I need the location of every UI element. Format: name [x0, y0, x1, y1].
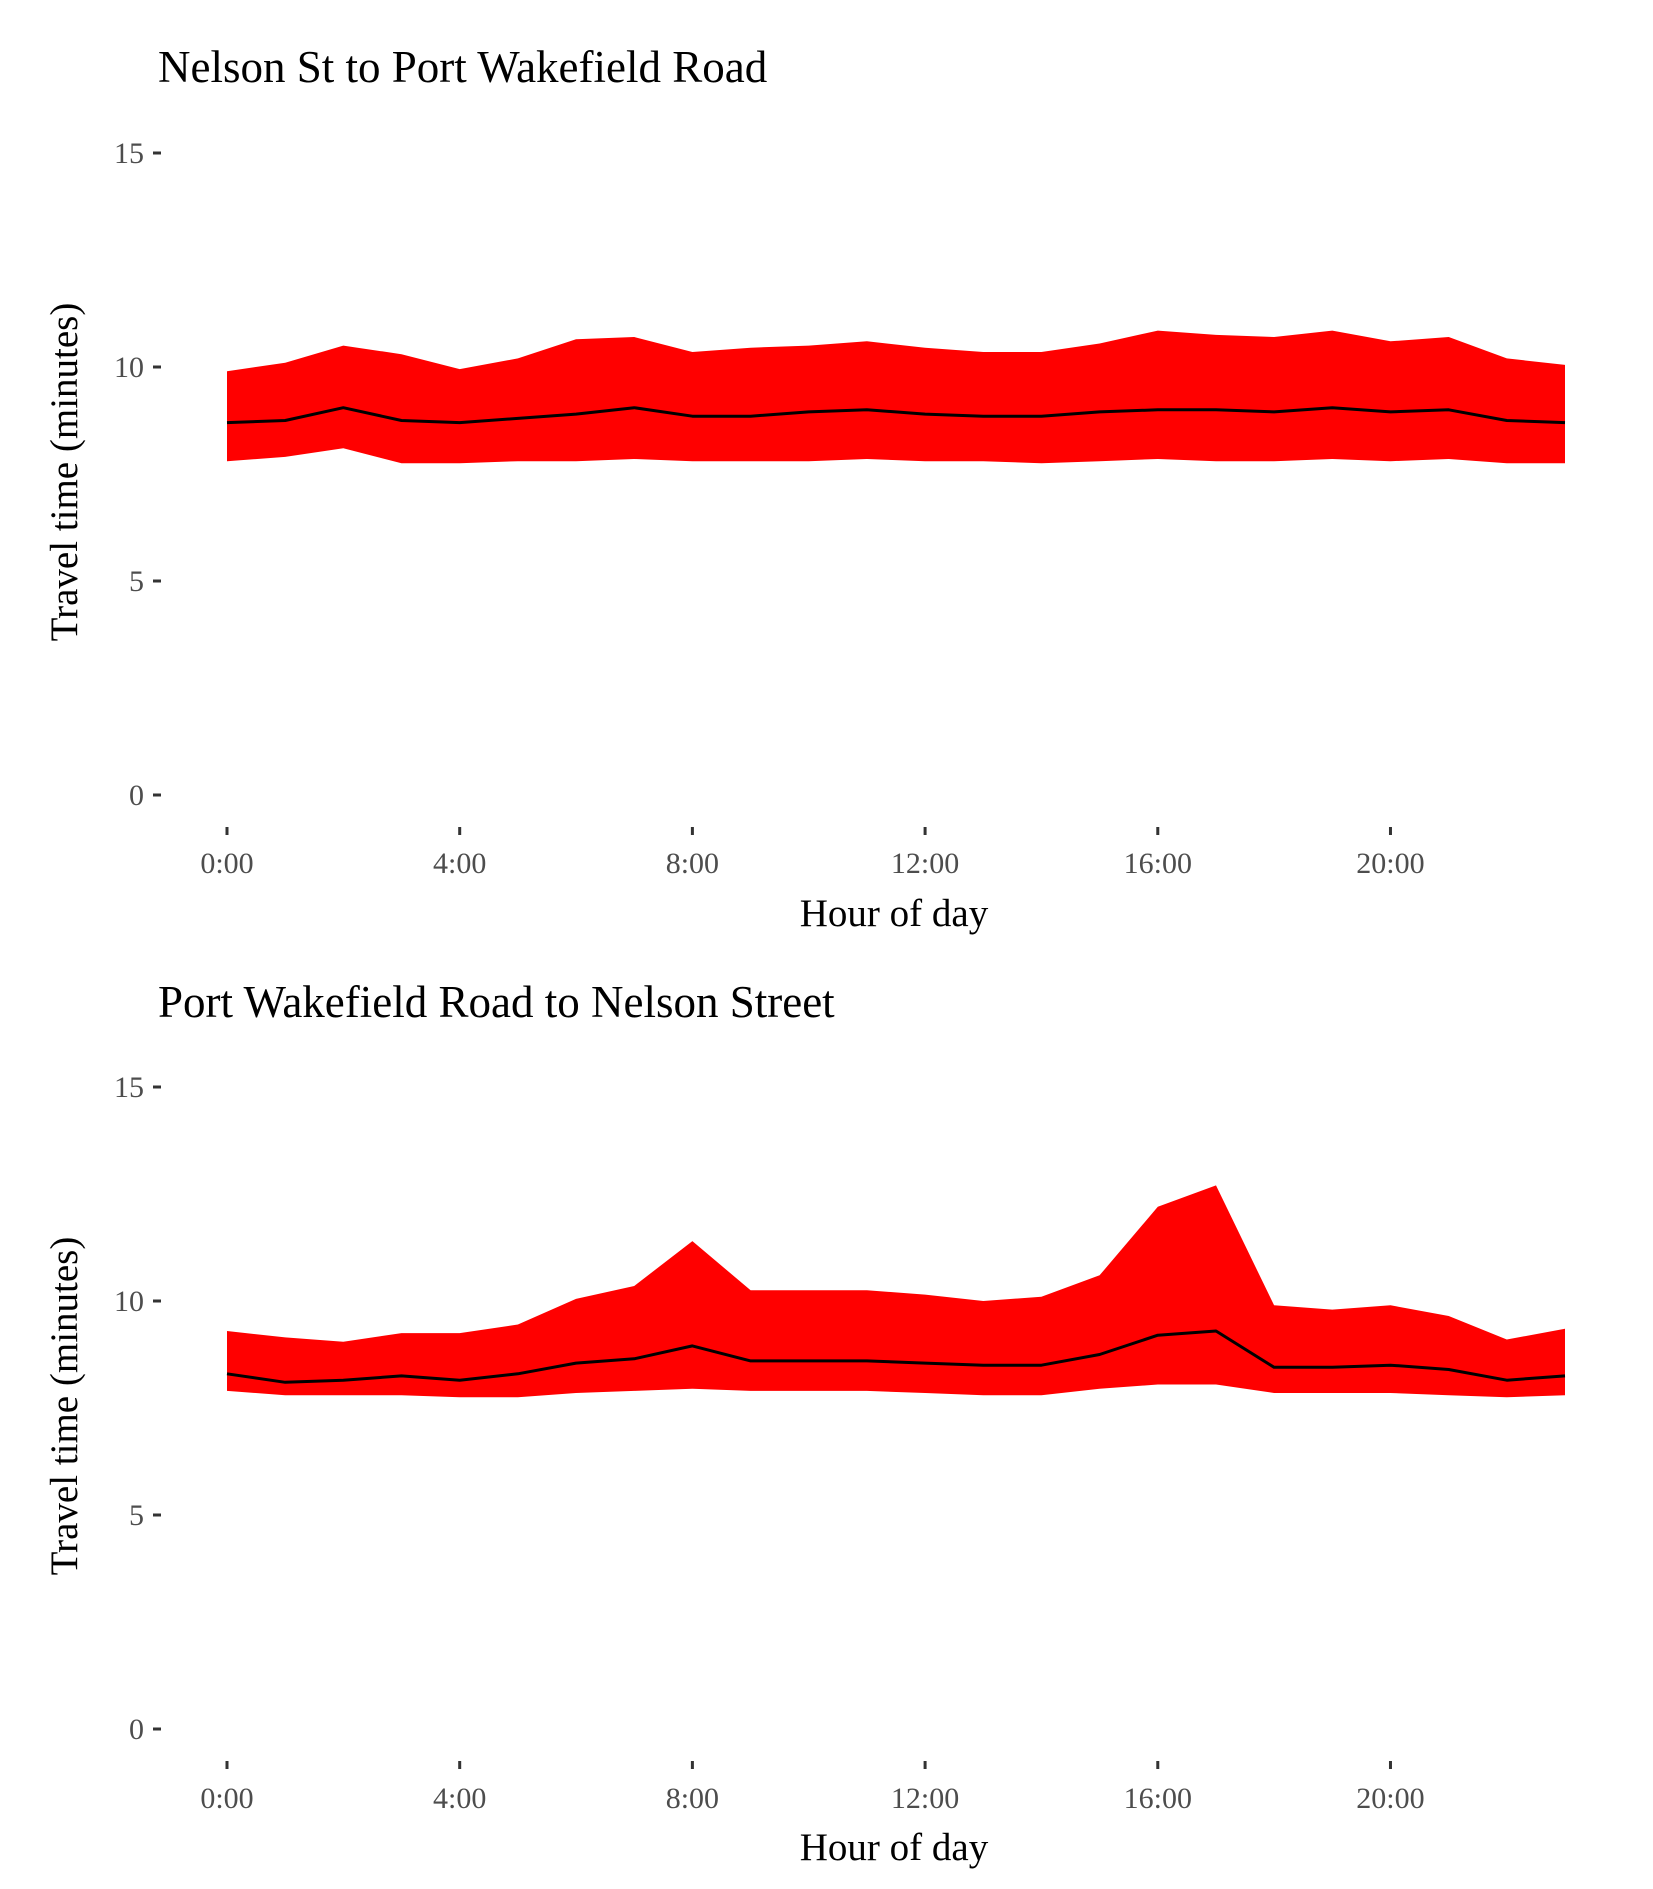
x-tick-label: 4:00: [433, 847, 486, 880]
x-axis-title: Hour of day: [800, 892, 989, 935]
x-tick-label: 8:00: [666, 1782, 719, 1815]
y-tick-label: 10: [114, 1285, 144, 1318]
range-band-area: [227, 330, 1565, 464]
y-tick-label: 0: [129, 779, 144, 812]
x-tick-label: 0:00: [200, 1782, 253, 1815]
x-tick-label: 16:00: [1124, 1782, 1192, 1815]
x-tick-label: 0:00: [200, 847, 253, 880]
y-tick-label: 15: [114, 137, 144, 170]
x-tick-label: 4:00: [433, 1782, 486, 1815]
y-axis-title: Travel time (minutes): [43, 1237, 86, 1576]
chart-title: Port Wakefield Road to Nelson Street: [158, 977, 835, 1027]
range-band-area: [227, 1185, 1565, 1398]
y-tick-label: 0: [129, 1713, 144, 1746]
median-line: [226, 1329, 1566, 1384]
x-tick-label: 20:00: [1356, 1782, 1424, 1815]
plot-area: [226, 1185, 1566, 1398]
chart-title: Nelson St to Port Wakefield Road: [158, 42, 767, 92]
y-tick-label: 15: [114, 1071, 144, 1104]
x-tick-label: 20:00: [1356, 847, 1424, 880]
plot-area: [226, 330, 1566, 464]
x-tick-label: 12:00: [891, 1782, 959, 1815]
x-axis-title: Hour of day: [800, 1826, 989, 1869]
x-tick-label: 12:00: [891, 847, 959, 880]
chart-panel-port-wakefield-to-nelson: Port Wakefield Road to Nelson Street Hou…: [43, 977, 1566, 1869]
y-tick-label: 10: [114, 351, 144, 384]
x-tick-label: 16:00: [1124, 847, 1192, 880]
x-tick-label: 8:00: [666, 847, 719, 880]
median-line: [226, 406, 1566, 425]
y-tick-label: 5: [129, 565, 144, 598]
y-tick-label: 5: [129, 1499, 144, 1532]
y-axis-title: Travel time (minutes): [43, 303, 86, 642]
chart-panel-nelson-to-port-wakefield: Nelson St to Port Wakefield Road Hour of…: [43, 42, 1566, 935]
